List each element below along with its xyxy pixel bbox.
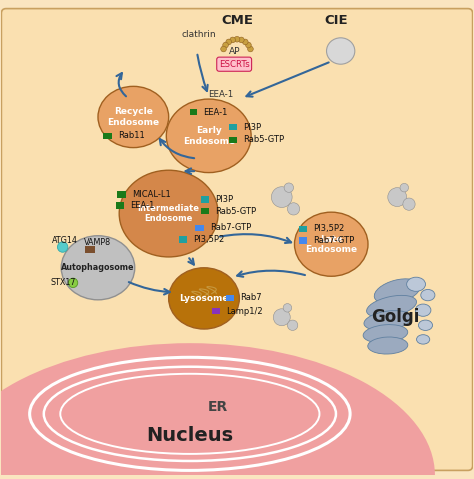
Bar (299, 226, 307, 232)
Text: Rab5-GTP: Rab5-GTP (215, 207, 256, 216)
Ellipse shape (166, 99, 251, 172)
Text: PI3P: PI3P (215, 195, 234, 204)
Text: Rab7-GTP: Rab7-GTP (210, 223, 251, 232)
Text: Rab7: Rab7 (240, 294, 262, 302)
Text: PI3P: PI3P (244, 123, 262, 132)
Ellipse shape (363, 325, 408, 343)
Bar (103, 133, 112, 139)
Bar (229, 124, 237, 130)
Bar (229, 137, 237, 143)
Circle shape (230, 37, 236, 43)
Circle shape (247, 46, 253, 52)
Bar (226, 295, 234, 301)
Text: VAMP8: VAMP8 (84, 238, 111, 247)
Text: Late
Endosome: Late Endosome (305, 235, 357, 254)
Circle shape (246, 42, 251, 48)
Bar (117, 192, 126, 198)
Ellipse shape (0, 343, 435, 479)
Ellipse shape (364, 311, 411, 331)
Circle shape (57, 242, 68, 252)
Text: EEA-1: EEA-1 (203, 108, 228, 117)
Text: Golgi: Golgi (371, 308, 419, 326)
Ellipse shape (415, 304, 431, 316)
Text: ESCRTs: ESCRTs (219, 60, 249, 68)
Text: Rab7-GTP: Rab7-GTP (313, 236, 355, 245)
Text: MICAL-L1: MICAL-L1 (132, 190, 171, 199)
Text: ER: ER (208, 400, 228, 414)
Circle shape (272, 187, 292, 207)
Text: Intermediate
Endosome: Intermediate Endosome (137, 204, 200, 223)
Text: Lamp1/2: Lamp1/2 (226, 307, 263, 316)
Ellipse shape (368, 337, 408, 354)
Text: EEA-1: EEA-1 (208, 90, 233, 99)
Ellipse shape (98, 86, 169, 148)
Bar (85, 246, 95, 253)
Bar (201, 196, 209, 203)
Circle shape (403, 198, 415, 210)
Text: ATG14: ATG14 (52, 237, 78, 245)
Bar (195, 225, 203, 231)
Circle shape (221, 46, 227, 52)
Text: clathrin: clathrin (182, 30, 217, 39)
Ellipse shape (374, 279, 420, 304)
Ellipse shape (366, 296, 417, 318)
Text: Rab5-GTP: Rab5-GTP (244, 135, 285, 144)
Bar (211, 308, 220, 314)
Bar (179, 237, 187, 242)
Ellipse shape (61, 236, 135, 300)
Circle shape (243, 39, 248, 45)
Ellipse shape (119, 170, 218, 257)
FancyBboxPatch shape (1, 9, 473, 470)
Circle shape (68, 278, 78, 287)
Circle shape (273, 309, 290, 326)
Text: AP: AP (229, 47, 240, 57)
Circle shape (284, 183, 293, 193)
Circle shape (226, 39, 231, 45)
Circle shape (388, 188, 407, 206)
Ellipse shape (327, 38, 355, 64)
Ellipse shape (417, 335, 430, 344)
Ellipse shape (421, 289, 435, 301)
Ellipse shape (169, 268, 239, 329)
Text: Autophagosome: Autophagosome (61, 263, 135, 272)
Text: Lysosome: Lysosome (179, 294, 229, 303)
Circle shape (400, 183, 409, 192)
Circle shape (234, 36, 240, 42)
Text: PI3,5P2: PI3,5P2 (313, 224, 345, 233)
Text: PI3,5P2: PI3,5P2 (193, 235, 224, 244)
Ellipse shape (407, 277, 426, 291)
Text: Recycle
Endosome: Recycle Endosome (107, 107, 159, 126)
Text: Early
Endosome: Early Endosome (182, 126, 235, 146)
Text: STX17: STX17 (51, 278, 76, 287)
Circle shape (283, 304, 292, 312)
Bar (190, 109, 197, 115)
Circle shape (287, 320, 298, 331)
Text: EEA-1: EEA-1 (130, 201, 155, 210)
Ellipse shape (294, 212, 368, 276)
FancyBboxPatch shape (217, 57, 252, 71)
Ellipse shape (419, 320, 433, 331)
Text: CIE: CIE (324, 14, 348, 27)
Circle shape (223, 42, 228, 48)
Text: Rab11: Rab11 (118, 131, 145, 140)
Bar (116, 202, 124, 209)
Text: Nucleus: Nucleus (146, 425, 233, 445)
Bar (201, 208, 209, 214)
Circle shape (238, 37, 244, 43)
Bar (299, 238, 307, 243)
Circle shape (287, 203, 300, 215)
Text: CME: CME (221, 14, 253, 27)
